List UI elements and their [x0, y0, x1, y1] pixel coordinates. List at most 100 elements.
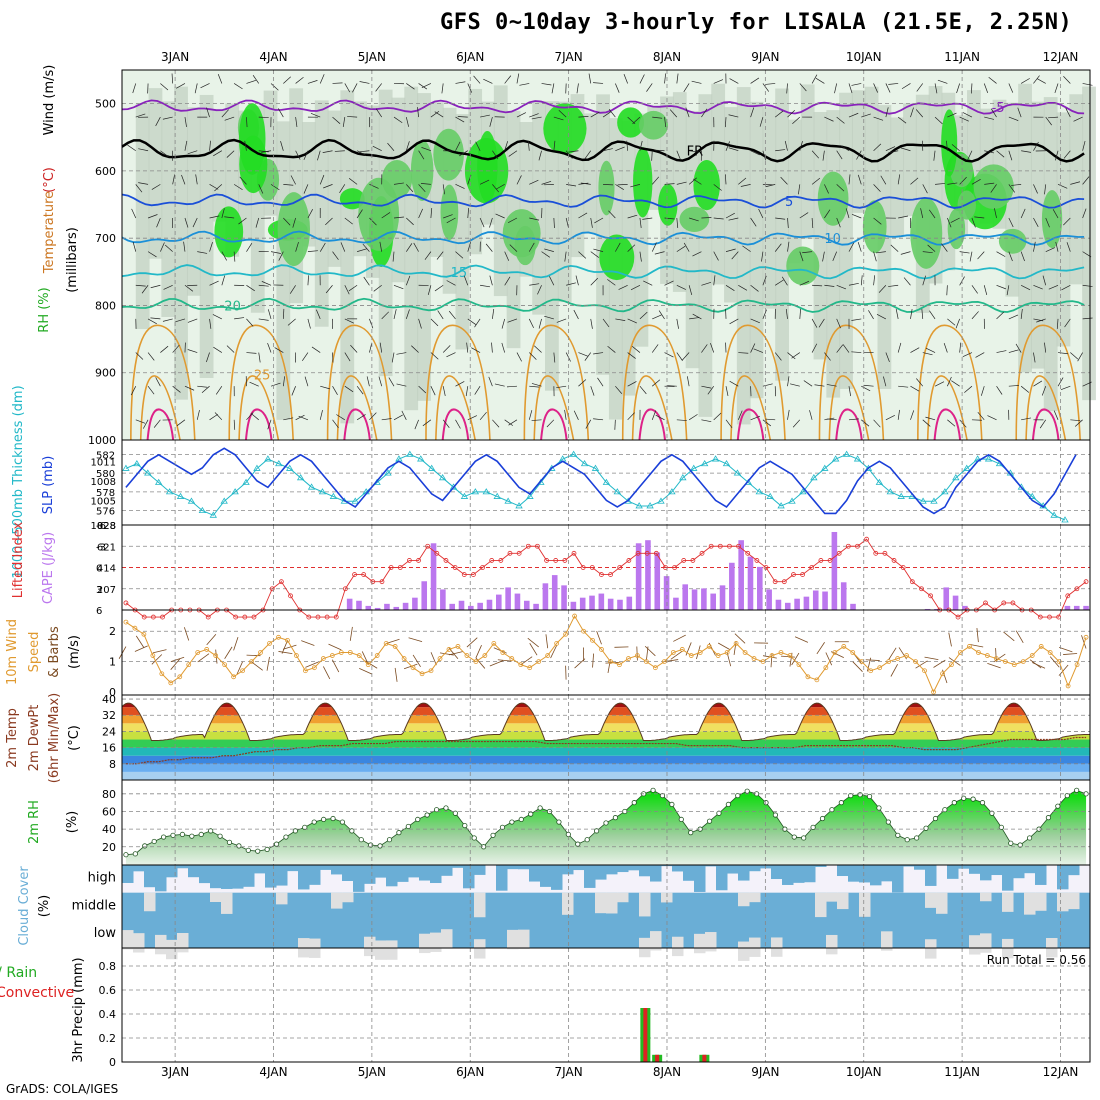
wind-barb	[947, 318, 956, 326]
date-label: 4JAN	[259, 50, 288, 64]
rh-shade	[787, 119, 802, 264]
wind-barb	[485, 243, 493, 252]
hot-contour	[1031, 408, 1060, 441]
hot-contour	[638, 408, 667, 441]
wind-barb	[959, 342, 962, 353]
thickness-marker	[963, 464, 971, 471]
date-label: 3JAN	[161, 50, 190, 64]
wind-barb	[246, 117, 248, 128]
cloud-high-bar	[375, 865, 387, 878]
cape-bar	[691, 589, 698, 610]
wind-barb	[443, 214, 453, 219]
lifted-index-point	[800, 572, 805, 577]
wind-barb	[489, 217, 493, 228]
wind-barb	[196, 409, 200, 420]
wind-barb	[319, 174, 325, 185]
rh-point	[1017, 842, 1023, 848]
cape-bar	[598, 593, 605, 610]
wind-barb	[369, 318, 374, 329]
wind-barb	[566, 282, 576, 286]
wind-barb	[840, 145, 850, 152]
wind-barb	[480, 114, 490, 118]
wind-barb	[176, 419, 186, 427]
wind-barb	[246, 284, 255, 292]
cloud-high-bar	[1013, 865, 1025, 879]
cloud-high-bar	[551, 865, 563, 890]
wind-speed-point	[249, 659, 254, 665]
cloud-high-bar	[518, 865, 530, 870]
wind-speed-point	[258, 650, 263, 655]
wind-barb	[848, 418, 859, 421]
lifted-index-point	[562, 558, 568, 563]
rh-point	[208, 828, 214, 834]
cloud-high-bar	[199, 865, 211, 884]
cloud-high-bar	[353, 865, 365, 892]
wind-barb	[430, 318, 439, 327]
y-tick-label: 32	[102, 709, 116, 722]
rh-moist-patch	[277, 192, 311, 267]
wind-barb	[197, 653, 210, 663]
wind-speed-point	[329, 653, 335, 658]
cloud-high-bar	[815, 865, 827, 867]
rh-point	[659, 792, 666, 799]
wind-barb	[261, 150, 272, 153]
wind-barb	[701, 281, 712, 286]
wind-barb	[541, 180, 552, 185]
wind-barb	[528, 318, 534, 329]
wind-barb	[541, 251, 551, 258]
rh-shade	[583, 113, 598, 234]
wind-speed-point	[572, 613, 577, 619]
cape-bar	[607, 598, 614, 610]
wind-barb	[378, 376, 383, 387]
wind-barb	[270, 83, 279, 91]
wind-barb	[282, 644, 297, 650]
wind-barb	[553, 217, 555, 229]
precip-total-rain-label: Total / Rain	[0, 965, 37, 981]
wind-barb	[181, 174, 186, 185]
wind-barb	[927, 244, 936, 252]
wind-speed-point	[823, 665, 829, 671]
wind-barb	[861, 419, 870, 427]
cloud-middle-gap	[936, 892, 948, 914]
wind-barb	[1015, 630, 1024, 644]
cloud-low-gap	[749, 937, 761, 957]
wind-speed-point	[302, 668, 308, 674]
wind-barb	[544, 315, 554, 320]
wind-barb	[488, 376, 493, 387]
wind-barb	[971, 217, 976, 228]
cloud-high-bar	[969, 865, 981, 874]
wind-barb	[740, 184, 751, 187]
wind-barb	[379, 342, 383, 353]
wind-speed-point	[320, 656, 326, 661]
wind-barb	[246, 352, 257, 354]
wind-barb	[811, 177, 821, 185]
wind-barb	[295, 414, 305, 421]
wind-barb	[738, 352, 749, 354]
wind-barb	[504, 75, 512, 84]
lifted-index-point	[269, 586, 275, 592]
lifted-index-point	[882, 550, 888, 556]
wind-barb	[217, 74, 223, 84]
wind-barb	[615, 385, 623, 395]
wind-barb	[246, 654, 261, 657]
wind-barb	[302, 352, 309, 362]
wind-speed-point	[931, 689, 936, 695]
wind-barb	[1008, 217, 1014, 228]
wind-barb	[852, 661, 863, 672]
wind-barb	[737, 410, 743, 420]
wind-barb	[643, 280, 653, 286]
wind-speed-point	[652, 665, 658, 671]
wind-barb	[467, 318, 477, 325]
y-tick-label: 24	[102, 725, 116, 738]
y-tick-label: 0.8	[99, 960, 117, 973]
rh-point	[885, 819, 891, 825]
cloud-middle-gap	[1035, 892, 1047, 911]
wind-speed-point	[311, 665, 317, 671]
wind-barb	[342, 117, 346, 128]
rh-point	[424, 812, 430, 818]
date-label: 8JAN	[652, 1065, 682, 1079]
wind-barb	[155, 116, 161, 127]
wind-barb	[725, 419, 733, 428]
wind-barb	[156, 217, 161, 228]
rh-shade	[839, 92, 853, 389]
